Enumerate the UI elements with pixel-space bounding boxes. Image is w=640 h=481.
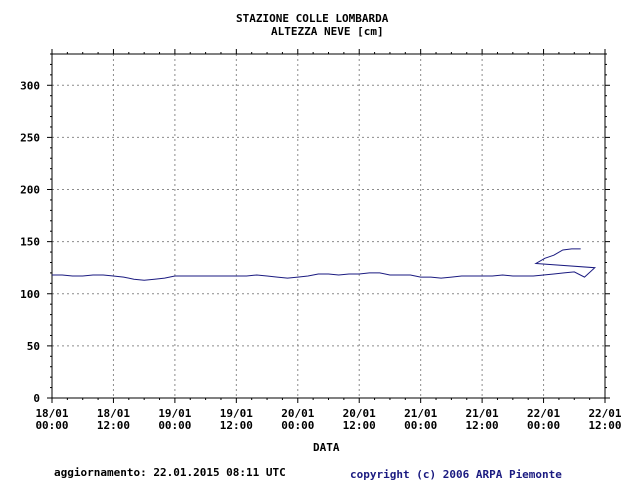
y-tick-label: 50 (27, 340, 40, 353)
x-tick-label: 19/01 (220, 407, 253, 420)
x-tick-label: 21/01 (466, 407, 499, 420)
y-tick-label: 0 (33, 392, 40, 405)
snow-depth-series-line (52, 248, 596, 281)
y-tick-label: 100 (20, 288, 40, 301)
x-tick-label: 22/01 (527, 407, 560, 420)
x-tick-label: 00:00 (404, 419, 437, 432)
plot-frame (51, 53, 606, 399)
update-timestamp: aggiornamento: 22.01.2015 08:11 UTC (54, 466, 286, 479)
copyright-notice: copyright (c) 2006 ARPA Piemonte (350, 468, 562, 481)
x-tick-label: 18/01 (97, 407, 130, 420)
x-tick-label: 12:00 (588, 419, 621, 432)
grid (52, 54, 605, 398)
chart-title: STAZIONE COLLE LOMBARDA (236, 12, 389, 25)
chart-subtitle: ALTEZZA NEVE [cm] (271, 25, 384, 38)
x-tick-label: 19/01 (158, 407, 191, 420)
x-tick-label: 00:00 (527, 419, 560, 432)
x-tick-label: 21/01 (404, 407, 437, 420)
x-tick-label: 12:00 (97, 419, 130, 432)
x-tick-label: 20/01 (343, 407, 376, 420)
x-tick-label: 00:00 (35, 419, 68, 432)
y-tick-label: 200 (20, 184, 40, 197)
x-tick-label: 20/01 (281, 407, 314, 420)
y-tick-label: 150 (20, 236, 40, 249)
y-tick-label: 300 (20, 79, 40, 92)
x-tick-label: 12:00 (343, 419, 376, 432)
x-tick-label: 12:00 (466, 419, 499, 432)
x-axis: 18/0100:0018/0112:0019/0100:0019/0112:00… (35, 49, 622, 432)
x-axis-label: DATA (313, 441, 340, 454)
x-tick-label: 12:00 (220, 419, 253, 432)
y-tick-label: 250 (20, 131, 40, 144)
x-tick-label: 22/01 (588, 407, 621, 420)
y-axis: 0 50 100 150 200 250 300 (20, 53, 610, 405)
x-tick-label: 18/01 (35, 407, 68, 420)
x-tick-label: 00:00 (281, 419, 314, 432)
x-tick-label: 00:00 (158, 419, 191, 432)
